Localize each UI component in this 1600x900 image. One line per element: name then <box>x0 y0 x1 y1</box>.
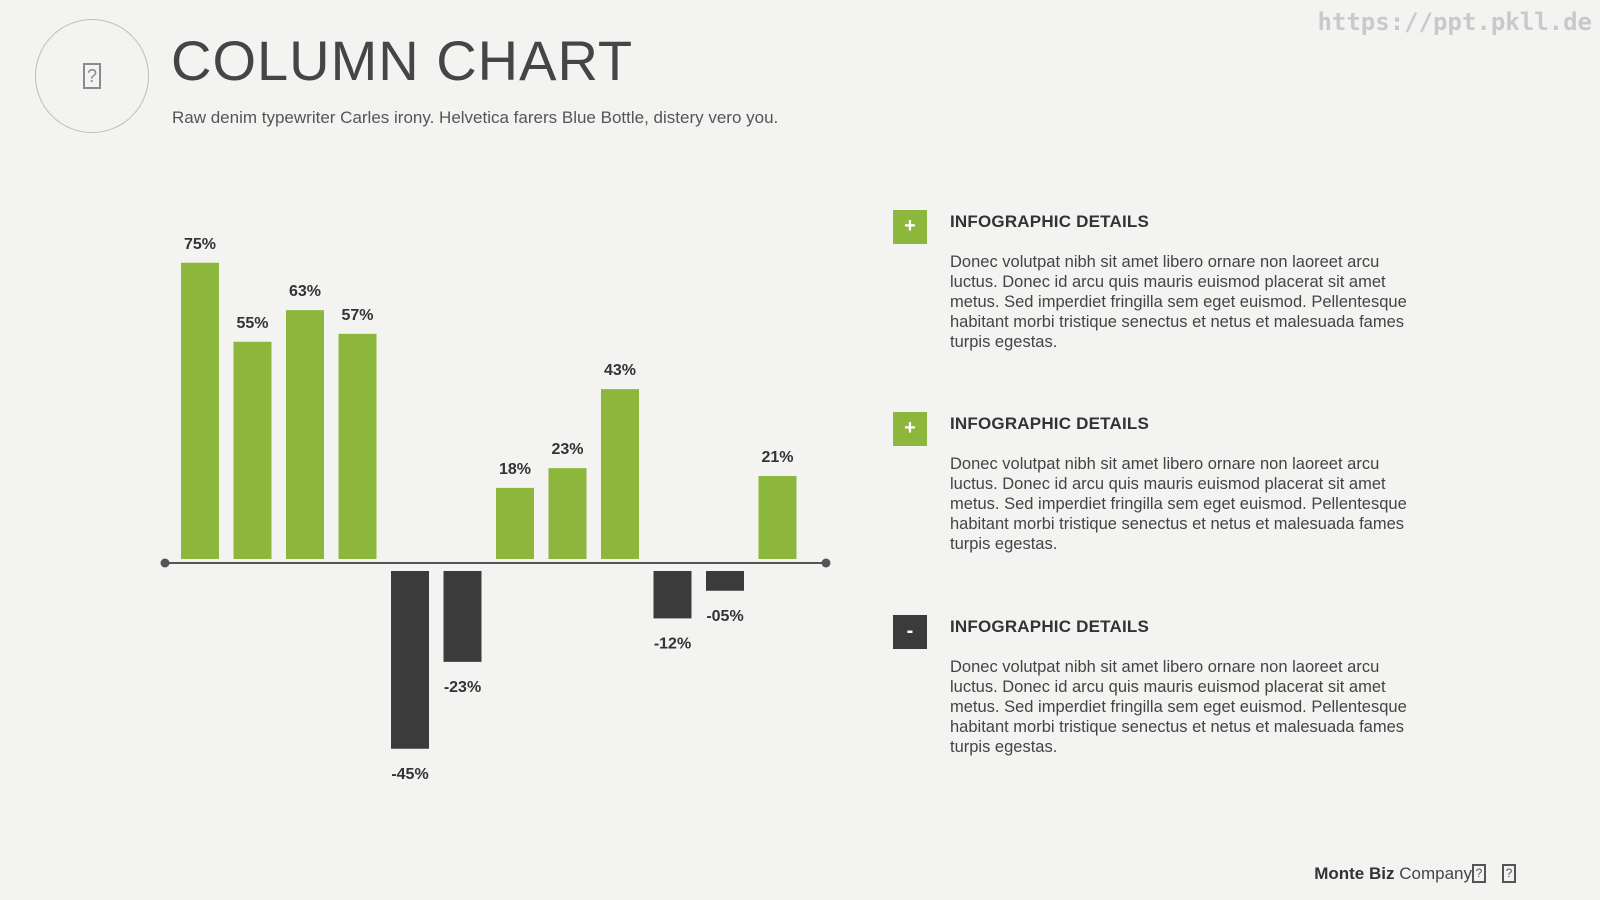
bar <box>181 262 219 559</box>
bar-value-label: -12% <box>654 635 691 652</box>
bar <box>653 571 692 619</box>
details-heading: INFOGRAPHIC DETAILS <box>950 414 1149 433</box>
axis-start-dot <box>160 558 170 568</box>
page-title: COLUMN CHART <box>171 29 634 92</box>
page-subtitle: Raw denim typewriter Carles irony. Helve… <box>172 108 779 127</box>
bar <box>286 310 324 559</box>
bar <box>391 571 429 749</box>
bar-value-label: 55% <box>236 315 268 332</box>
details-text: Donec volutpat nibh sit amet libero orna… <box>950 253 1407 351</box>
bar-value-label: 21% <box>761 449 793 466</box>
bar-value-label: 63% <box>289 283 321 300</box>
bar <box>758 476 797 559</box>
footer-brand: Monte Biz <box>1314 864 1395 883</box>
details-heading: INFOGRAPHIC DETAILS <box>950 617 1149 636</box>
bar <box>443 571 482 662</box>
placeholder-icon: ? <box>1502 864 1516 883</box>
bar <box>601 389 639 559</box>
footer-company-label: Company <box>1399 864 1472 883</box>
bar <box>496 487 534 559</box>
bar <box>548 468 587 559</box>
column-chart: 75% 55% 63% 57% -45% -23% 18% 23% 43% -12% -05% 21% <box>160 236 831 783</box>
bar-value-label: -23% <box>444 679 481 696</box>
bar <box>706 571 744 591</box>
axis-end-dot <box>821 558 831 568</box>
bar-value-label: 23% <box>551 441 583 458</box>
plus-badge-icon: + <box>893 210 927 244</box>
logo-circle: ? <box>35 19 149 133</box>
bar-value-label: 75% <box>184 236 216 253</box>
details-heading: INFOGRAPHIC DETAILS <box>950 212 1149 231</box>
bar-value-label: -05% <box>706 608 743 625</box>
details-text: Donec volutpat nibh sit amet libero orna… <box>950 658 1407 756</box>
placeholder-icon: ? <box>83 63 101 89</box>
footer-company: Monte Biz Company <box>1314 864 1472 884</box>
bar-value-label: 57% <box>341 307 373 324</box>
bar-value-label: 43% <box>604 362 636 379</box>
bar <box>338 333 377 559</box>
watermark-url: https://ppt.pkll.de <box>1317 8 1592 36</box>
bar-value-label: 18% <box>499 461 531 478</box>
bar-value-label: -45% <box>391 766 428 783</box>
bar <box>233 341 272 559</box>
minus-badge-icon: - <box>893 615 927 649</box>
plus-badge-icon: + <box>893 412 927 446</box>
details-text: Donec volutpat nibh sit amet libero orna… <box>950 455 1407 553</box>
placeholder-icon: ? <box>1472 864 1486 883</box>
